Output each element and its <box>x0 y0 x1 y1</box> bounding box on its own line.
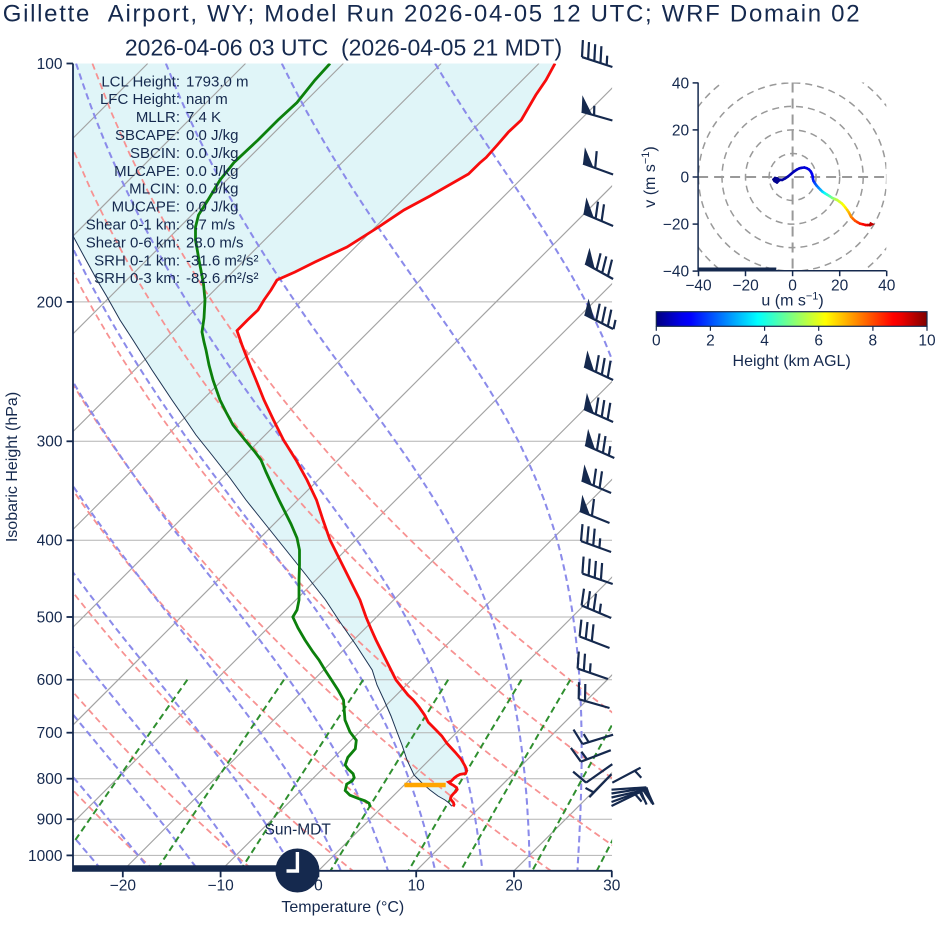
svg-text:1793.0 m: 1793.0 m <box>186 73 249 90</box>
svg-text:-82.6 m²/s²: -82.6 m²/s² <box>186 270 259 287</box>
svg-text:−10: −10 <box>207 877 234 894</box>
svg-text:−20: −20 <box>110 877 137 894</box>
svg-text:Temperature (°C): Temperature (°C) <box>281 899 404 916</box>
svg-text:Shear 0-6 km:: Shear 0-6 km: <box>86 234 180 251</box>
svg-text:600: 600 <box>37 672 63 689</box>
svg-text:0.0 J/kg: 0.0 J/kg <box>186 127 239 144</box>
svg-text:nan m: nan m <box>186 91 228 108</box>
svg-text:700: 700 <box>37 725 63 742</box>
svg-text:SBCAPE:: SBCAPE: <box>115 127 180 144</box>
svg-text:30: 30 <box>603 877 621 894</box>
svg-text:28.0 m/s: 28.0 m/s <box>186 234 244 251</box>
svg-text:SRH 0-1 km:: SRH 0-1 km: <box>94 252 180 269</box>
svg-text:SBCIN:: SBCIN: <box>130 145 180 162</box>
svg-text:−40: −40 <box>685 278 712 295</box>
svg-text:20: 20 <box>672 122 690 139</box>
svg-text:8.7 m/s: 8.7 m/s <box>186 217 235 234</box>
svg-text:2026-04-06 03 UTC (2026-04-05: 2026-04-06 03 UTC (2026-04-05 21 MDT) <box>125 34 562 60</box>
svg-text:40: 40 <box>878 278 896 295</box>
svg-text:0: 0 <box>680 169 689 186</box>
svg-text:200: 200 <box>37 294 63 311</box>
svg-text:7.4 K: 7.4 K <box>186 109 221 126</box>
svg-text:0.0 J/kg: 0.0 J/kg <box>186 181 239 198</box>
svg-text:0.0 J/kg: 0.0 J/kg <box>186 163 239 180</box>
svg-text:20: 20 <box>831 278 849 295</box>
svg-text:LFC Height:: LFC Height: <box>100 91 180 108</box>
svg-text:MLCAPE:: MLCAPE: <box>114 163 180 180</box>
svg-text:-31.6 m²/s²: -31.6 m²/s² <box>186 252 259 269</box>
svg-text:0.0 J/kg: 0.0 J/kg <box>186 199 239 216</box>
svg-text:Height (km AGL): Height (km AGL) <box>733 353 851 370</box>
svg-text:8: 8 <box>869 333 878 350</box>
svg-text:900: 900 <box>37 812 63 829</box>
svg-text:−20: −20 <box>663 216 690 233</box>
svg-text:100: 100 <box>37 56 63 73</box>
svg-text:0: 0 <box>652 333 661 350</box>
svg-text:Gillette Airport, WY; Model R: Gillette Airport, WY; Model Run 2026-04-… <box>3 0 862 27</box>
svg-text:SRH 0-3 km:: SRH 0-3 km: <box>94 270 180 287</box>
svg-text:MLLR:: MLLR: <box>136 109 180 126</box>
svg-text:LCL Height:: LCL Height: <box>101 73 180 90</box>
svg-text:400: 400 <box>37 533 63 550</box>
svg-text:300: 300 <box>37 434 63 451</box>
svg-text:2: 2 <box>706 333 715 350</box>
svg-text:20: 20 <box>505 877 523 894</box>
svg-text:10: 10 <box>408 877 426 894</box>
svg-text:Shear 0-1 km:: Shear 0-1 km: <box>86 217 180 234</box>
svg-text:0.0 J/kg: 0.0 J/kg <box>186 145 239 162</box>
svg-text:40: 40 <box>672 75 690 92</box>
svg-text:MLCIN:: MLCIN: <box>129 181 180 198</box>
svg-text:10: 10 <box>918 333 936 350</box>
svg-text:0: 0 <box>314 877 323 894</box>
svg-text:1000: 1000 <box>28 848 63 865</box>
svg-text:Isobaric Height (hPa): Isobaric Height (hPa) <box>4 392 21 542</box>
svg-text:4: 4 <box>760 333 769 350</box>
svg-text:MUCAPE:: MUCAPE: <box>112 199 180 216</box>
svg-text:Sun-MDT: Sun-MDT <box>265 822 332 839</box>
svg-text:−20: −20 <box>732 278 759 295</box>
svg-text:800: 800 <box>37 771 63 788</box>
svg-text:6: 6 <box>814 333 823 350</box>
svg-text:500: 500 <box>37 609 63 626</box>
